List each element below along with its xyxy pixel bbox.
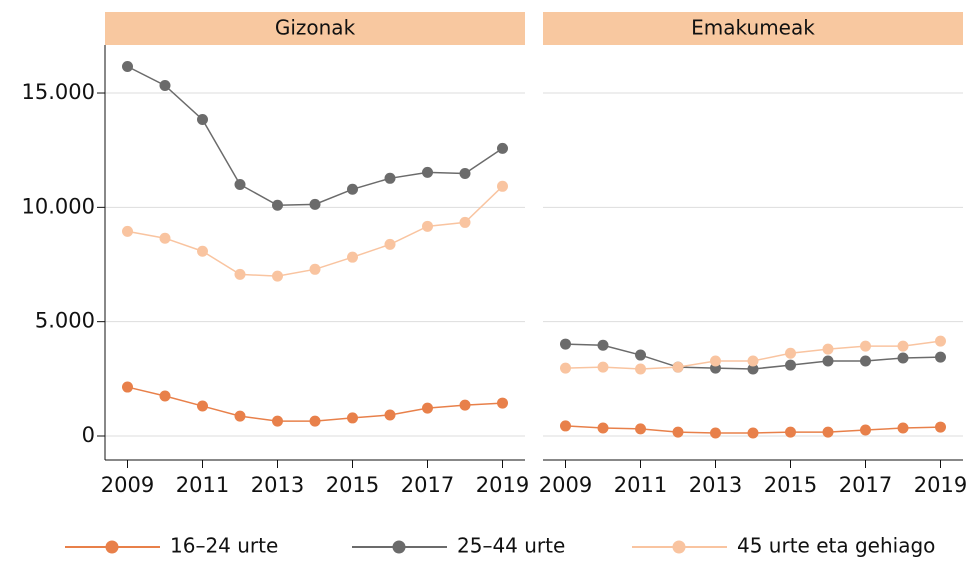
point (309, 415, 321, 427)
point (560, 362, 571, 374)
x-tick-label: 2013 (251, 473, 304, 497)
x-tick-label: 2015 (326, 473, 379, 497)
point (560, 338, 571, 350)
point (159, 79, 171, 91)
point (710, 355, 721, 367)
point (897, 352, 909, 364)
point (497, 397, 508, 409)
point (197, 245, 208, 257)
point (897, 340, 909, 352)
x-tick-label: 2017 (839, 473, 892, 497)
point (747, 355, 759, 367)
point (860, 424, 871, 436)
point (822, 355, 834, 367)
legend-label: 16–24 urte (170, 534, 278, 558)
x-tick-label: 2011 (176, 473, 229, 497)
point (497, 142, 508, 154)
point (384, 409, 396, 421)
point (422, 166, 433, 178)
point (272, 270, 283, 282)
point (935, 351, 946, 363)
point (347, 183, 358, 195)
point (747, 427, 759, 439)
point (347, 251, 358, 263)
point (785, 426, 796, 438)
point (159, 390, 171, 402)
point (422, 220, 433, 232)
legend-label: 25–44 urte (457, 534, 565, 558)
point (635, 349, 646, 361)
point (935, 421, 946, 433)
point (635, 363, 646, 375)
point (234, 410, 246, 422)
point (234, 178, 246, 190)
series-line (127, 65, 503, 207)
point (860, 355, 871, 367)
y-tick-label: 10.000 (22, 194, 95, 218)
legend-marker (392, 540, 406, 554)
strip (105, 12, 525, 45)
point (459, 168, 471, 180)
point (710, 427, 721, 439)
point (309, 198, 321, 210)
point (159, 232, 171, 244)
point (785, 359, 796, 371)
point (122, 225, 133, 237)
point (672, 426, 684, 438)
point (422, 402, 433, 414)
y-tick-label: 0 (82, 423, 95, 447)
point (560, 420, 571, 432)
x-tick-label: 2009 (539, 473, 592, 497)
point (597, 339, 609, 351)
x-tick-label: 2019 (914, 473, 967, 497)
point (234, 268, 246, 280)
point (860, 340, 871, 352)
point (309, 263, 321, 275)
panel-title: Emakumeak (691, 16, 815, 40)
strip (543, 12, 963, 45)
point (897, 422, 909, 434)
x-tick-label: 2011 (614, 473, 667, 497)
y-tick-label: 15.000 (22, 80, 95, 104)
point (197, 114, 208, 126)
point (384, 238, 396, 250)
x-tick-label: 2015 (764, 473, 817, 497)
legend-marker (105, 540, 119, 554)
point (822, 343, 834, 355)
point (635, 423, 646, 435)
x-tick-label: 2017 (401, 473, 454, 497)
panel-title: Gizonak (275, 16, 356, 40)
point (822, 426, 834, 438)
point (672, 361, 684, 373)
y-tick-label: 5.000 (35, 309, 95, 333)
x-tick-label: 2009 (101, 473, 154, 497)
x-tick-label: 2019 (476, 473, 529, 497)
point (935, 335, 946, 347)
point (497, 180, 508, 192)
x-tick-label: 2013 (689, 473, 742, 497)
point (785, 347, 796, 359)
point (747, 363, 759, 375)
point (384, 172, 396, 184)
point (459, 216, 471, 228)
point (272, 199, 283, 211)
point (347, 412, 358, 424)
point (122, 60, 133, 72)
point (597, 361, 609, 373)
point (272, 415, 283, 427)
point (197, 400, 208, 412)
point (597, 422, 609, 434)
legend-marker (672, 540, 686, 554)
legend-label: 45 urte eta gehiago (737, 534, 935, 558)
point (459, 399, 471, 411)
point (122, 381, 133, 393)
